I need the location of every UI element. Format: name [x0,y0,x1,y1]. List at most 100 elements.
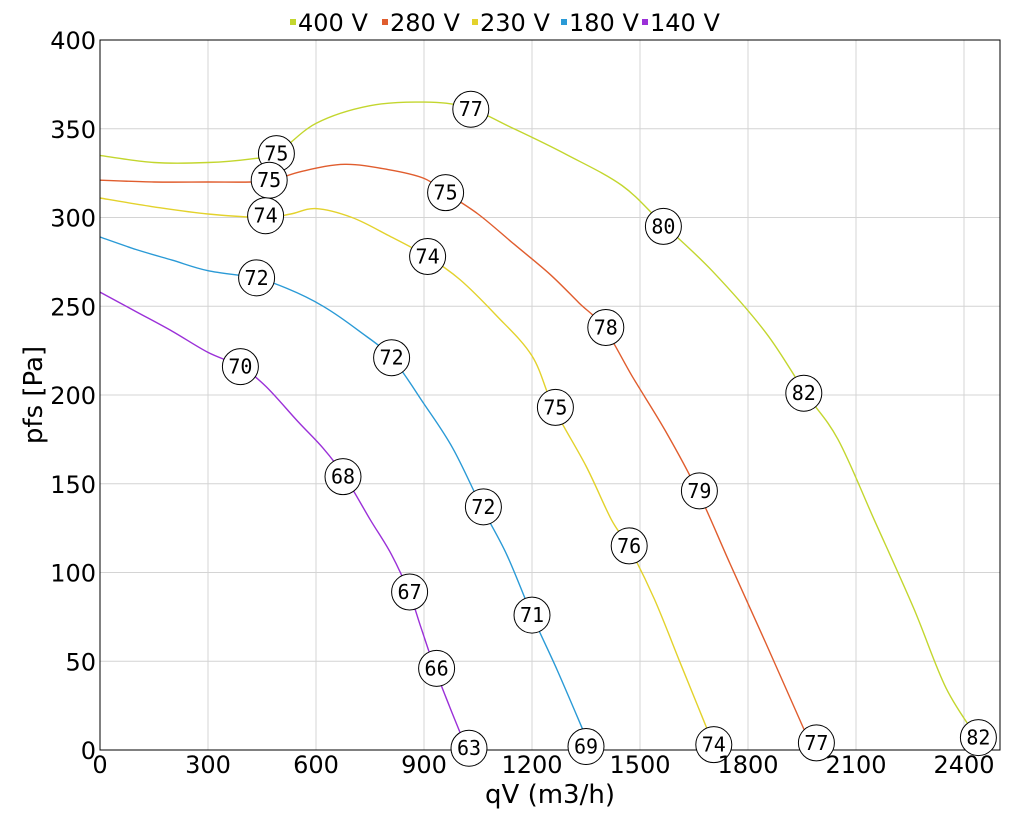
efficiency-label-text: 77 [804,731,828,755]
efficiency-label: 72 [373,339,411,377]
legend-item[interactable]: 230 V [472,9,550,37]
y-tick-label: 300 [50,205,96,233]
efficiency-label-circle [373,339,411,377]
y-axis-title: pfs [Pa] [19,346,49,444]
efficiency-label: 63 [450,729,488,767]
efficiency-label-circle [409,238,447,276]
efficiency-label-text: 75 [264,142,288,166]
efficiency-label-text: 72 [245,266,269,290]
efficiency-label-circle [797,724,835,762]
efficiency-label: 82 [959,719,997,757]
efficiency-label: 74 [247,197,285,235]
efficiency-label-text: 66 [425,656,449,680]
efficiency-label-text: 67 [398,580,422,604]
x-tick-label: 1500 [609,751,670,779]
efficiency-label: 76 [610,527,648,565]
series-line-400v [99,101,979,740]
y-axis-ticks: 0 50 100 150 200 250 300 350 400 [50,27,96,765]
legend-label: 230 V [480,9,550,37]
legend-label: 400 V [298,9,368,37]
efficiency-label: 80 [644,207,682,245]
legend-swatch [642,19,648,25]
efficiency-label: 66 [418,649,456,687]
efficiency-label-text: 77 [459,97,483,121]
legend[interactable]: 400 V 280 V 230 V 180 V 140 V [290,9,720,37]
efficiency-label-text: 74 [416,245,440,269]
legend-item[interactable]: 140 V [642,9,720,37]
efficiency-label: 77 [452,90,490,128]
efficiency-label-circle [418,649,456,687]
efficiency-label-circle [695,726,733,764]
efficiency-label-circle [513,596,551,634]
efficiency-label-circle [427,174,465,212]
y-tick-label: 0 [81,737,96,765]
legend-label: 180 V [569,9,639,37]
efficiency-label-circle [644,207,682,245]
plot-frame [99,39,1001,751]
efficiency-label-circle [221,348,259,386]
y-tick-label: 400 [50,27,96,55]
efficiency-label-text: 70 [228,355,252,379]
y-tick-label: 200 [50,382,96,410]
y-tick-label: 350 [50,116,96,144]
efficiency-label-text: 79 [687,479,711,503]
efficiency-label: 79 [680,472,718,510]
efficiency-label: 70 [221,348,259,386]
x-tick-label: 300 [185,751,231,779]
x-tick-label: 600 [293,751,339,779]
efficiency-label-text: 75 [257,168,281,192]
efficiency-label: 77 [797,724,835,762]
efficiency-label-text: 78 [594,316,618,340]
efficiency-label-circle [391,573,429,611]
efficiency-label: 72 [464,488,502,526]
y-tick-label: 250 [50,293,96,321]
x-tick-label: 1800 [717,751,778,779]
efficiency-label: 82 [785,374,823,412]
efficiency-label-circle [238,259,276,297]
efficiency-label-circle [959,719,997,757]
efficiency-label: 67 [391,573,429,611]
y-tick-label: 100 [50,560,96,588]
efficiency-label-text: 69 [574,734,598,758]
efficiency-label-text: 74 [254,204,278,228]
efficiency-label-text: 82 [966,726,990,750]
legend-item[interactable]: 400 V [290,9,368,37]
efficiency-label-circle [536,388,574,426]
efficiency-label-text: 71 [520,603,544,627]
efficiency-labels: 7577808282757578797774747576747272727169… [221,90,997,767]
efficiency-label-circle [324,458,362,496]
efficiency-label-text: 75 [543,395,567,419]
efficiency-label: 75 [536,388,574,426]
efficiency-label-circle [680,472,718,510]
x-tick-label: 900 [401,751,447,779]
efficiency-label-text: 76 [617,534,641,558]
legend-label: 140 V [650,9,720,37]
x-tick-label: 1200 [501,751,562,779]
efficiency-label-circle [247,197,285,235]
legend-item[interactable]: 180 V [561,9,639,37]
efficiency-label-circle [610,527,648,565]
efficiency-label-text: 80 [651,214,675,238]
legend-item[interactable]: 280 V [382,9,460,37]
x-tick-label: 2400 [933,751,994,779]
y-tick-label: 50 [65,648,96,676]
efficiency-label: 75 [427,174,465,212]
efficiency-label-circle [567,727,605,765]
efficiency-label-text: 75 [434,181,458,205]
efficiency-label: 71 [513,596,551,634]
efficiency-label-text: 72 [471,495,495,519]
efficiency-label-text: 68 [331,465,355,489]
efficiency-label: 78 [587,309,625,347]
efficiency-label: 69 [567,727,605,765]
series-line-230v [99,197,713,742]
x-tick-label: 0 [92,751,107,779]
efficiency-label: 74 [409,238,447,276]
x-tick-label: 2100 [825,751,886,779]
efficiency-label: 74 [695,726,733,764]
efficiency-label: 75 [250,161,288,199]
legend-swatch [561,19,567,25]
efficiency-label-circle [464,488,502,526]
efficiency-label-text: 82 [792,381,816,405]
efficiency-label-circle [587,309,625,347]
efficiency-label: 72 [238,259,276,297]
